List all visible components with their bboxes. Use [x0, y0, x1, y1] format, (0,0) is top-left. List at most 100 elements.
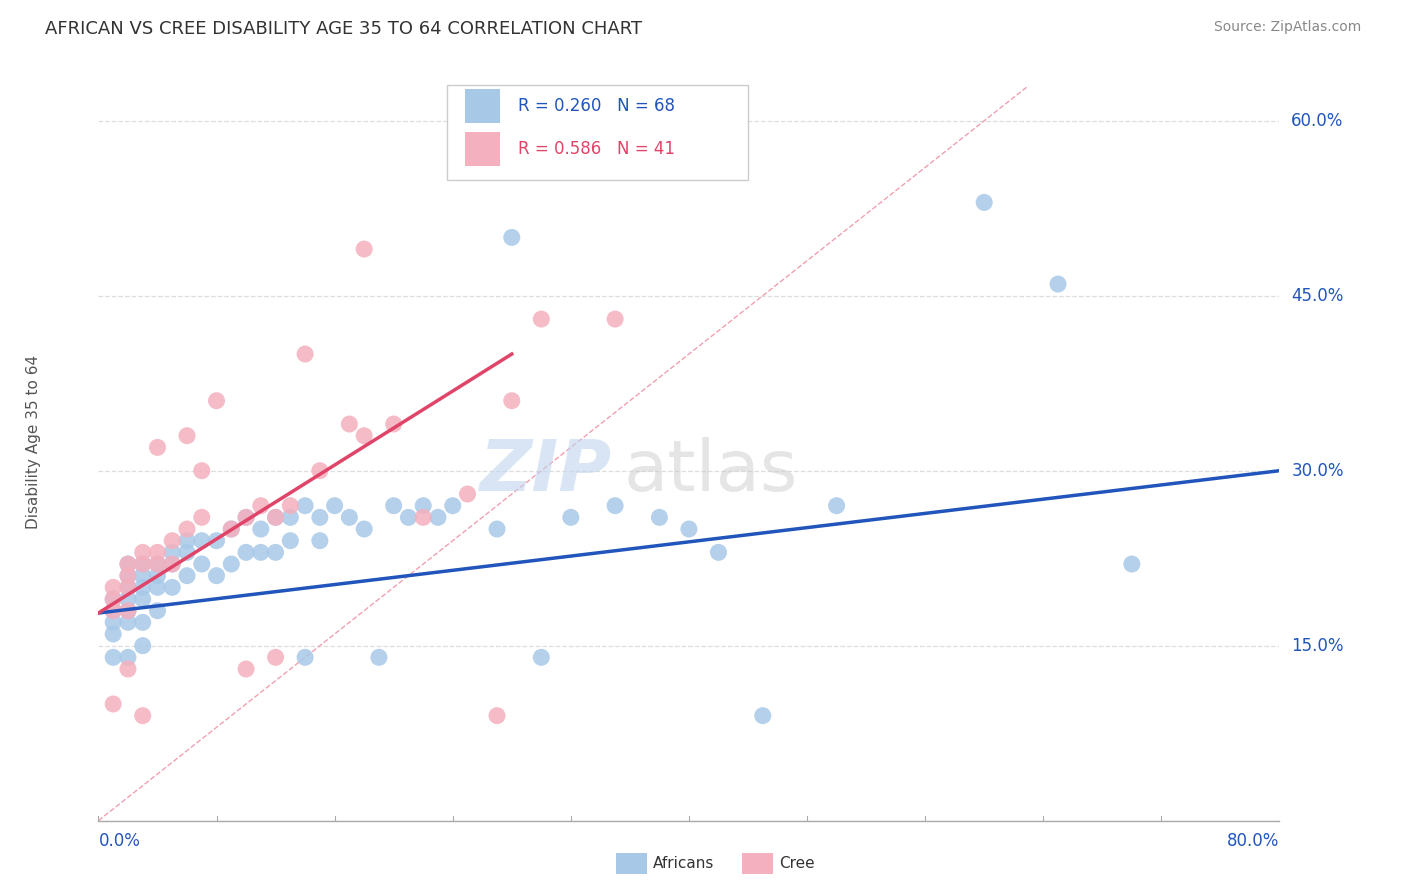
- FancyBboxPatch shape: [464, 89, 501, 123]
- Point: [486, 522, 509, 536]
- Point: [132, 557, 155, 571]
- Point: [103, 627, 125, 641]
- Point: [235, 510, 257, 524]
- Point: [191, 510, 214, 524]
- Point: [191, 557, 214, 571]
- Point: [353, 428, 375, 442]
- Point: [648, 510, 671, 524]
- Text: 0.0%: 0.0%: [98, 832, 141, 850]
- Point: [235, 545, 257, 559]
- Point: [117, 568, 139, 582]
- Point: [146, 557, 169, 571]
- Text: 80.0%: 80.0%: [1227, 832, 1279, 850]
- Point: [250, 522, 273, 536]
- Point: [117, 604, 139, 618]
- Point: [162, 557, 183, 571]
- Point: [530, 650, 553, 665]
- Point: [132, 708, 155, 723]
- Point: [132, 615, 155, 630]
- Point: [353, 242, 375, 256]
- Point: [162, 533, 183, 548]
- Point: [368, 650, 391, 665]
- Point: [117, 557, 139, 571]
- Point: [191, 533, 214, 548]
- Point: [427, 510, 450, 524]
- Text: atlas: atlas: [624, 437, 799, 507]
- Point: [560, 510, 582, 524]
- Text: R = 0.586   N = 41: R = 0.586 N = 41: [517, 140, 675, 158]
- Point: [117, 662, 139, 676]
- Text: ZIP: ZIP: [479, 437, 612, 507]
- Point: [103, 615, 125, 630]
- Point: [103, 650, 125, 665]
- Point: [132, 545, 155, 559]
- Point: [221, 557, 243, 571]
- Text: Disability Age 35 to 64: Disability Age 35 to 64: [25, 354, 41, 529]
- Point: [117, 650, 139, 665]
- Point: [250, 545, 273, 559]
- Point: [103, 592, 125, 607]
- Text: Cree: Cree: [779, 856, 814, 871]
- Point: [501, 230, 523, 244]
- FancyBboxPatch shape: [464, 132, 501, 166]
- Point: [1046, 277, 1070, 291]
- Point: [605, 499, 627, 513]
- Text: 45.0%: 45.0%: [1291, 286, 1344, 305]
- Point: [264, 510, 287, 524]
- Point: [280, 533, 302, 548]
- Point: [117, 615, 139, 630]
- Point: [323, 499, 346, 513]
- Point: [205, 393, 228, 408]
- Point: [382, 499, 405, 513]
- Point: [457, 487, 479, 501]
- Point: [235, 662, 257, 676]
- Point: [382, 417, 405, 431]
- Point: [146, 580, 169, 594]
- Point: [264, 545, 287, 559]
- Point: [205, 568, 228, 582]
- Point: [412, 510, 434, 524]
- Point: [752, 708, 775, 723]
- Point: [103, 592, 125, 607]
- Point: [117, 592, 139, 607]
- Point: [146, 604, 169, 618]
- Point: [103, 604, 125, 618]
- Text: 15.0%: 15.0%: [1291, 637, 1344, 655]
- Point: [309, 510, 332, 524]
- Point: [412, 499, 434, 513]
- Point: [176, 533, 198, 548]
- Point: [146, 568, 169, 582]
- Point: [398, 510, 420, 524]
- Point: [103, 580, 125, 594]
- Point: [176, 568, 198, 582]
- Point: [162, 580, 183, 594]
- Point: [973, 195, 995, 210]
- Point: [294, 347, 316, 361]
- Point: [605, 312, 627, 326]
- Point: [264, 650, 287, 665]
- Point: [486, 708, 509, 723]
- Point: [117, 604, 139, 618]
- Point: [825, 499, 848, 513]
- Point: [191, 464, 214, 478]
- Point: [707, 545, 730, 559]
- Point: [205, 533, 228, 548]
- FancyBboxPatch shape: [447, 85, 748, 180]
- Point: [132, 639, 155, 653]
- Text: AFRICAN VS CREE DISABILITY AGE 35 TO 64 CORRELATION CHART: AFRICAN VS CREE DISABILITY AGE 35 TO 64 …: [45, 20, 643, 37]
- Point: [103, 697, 125, 711]
- Point: [339, 417, 361, 431]
- Point: [309, 464, 332, 478]
- Point: [132, 568, 155, 582]
- Point: [146, 441, 169, 455]
- Point: [280, 499, 302, 513]
- Point: [162, 545, 183, 559]
- Point: [162, 557, 183, 571]
- Point: [117, 557, 139, 571]
- Point: [176, 522, 198, 536]
- Point: [280, 510, 302, 524]
- Point: [1121, 557, 1143, 571]
- Text: Source: ZipAtlas.com: Source: ZipAtlas.com: [1213, 20, 1361, 34]
- Point: [146, 557, 169, 571]
- Point: [132, 592, 155, 607]
